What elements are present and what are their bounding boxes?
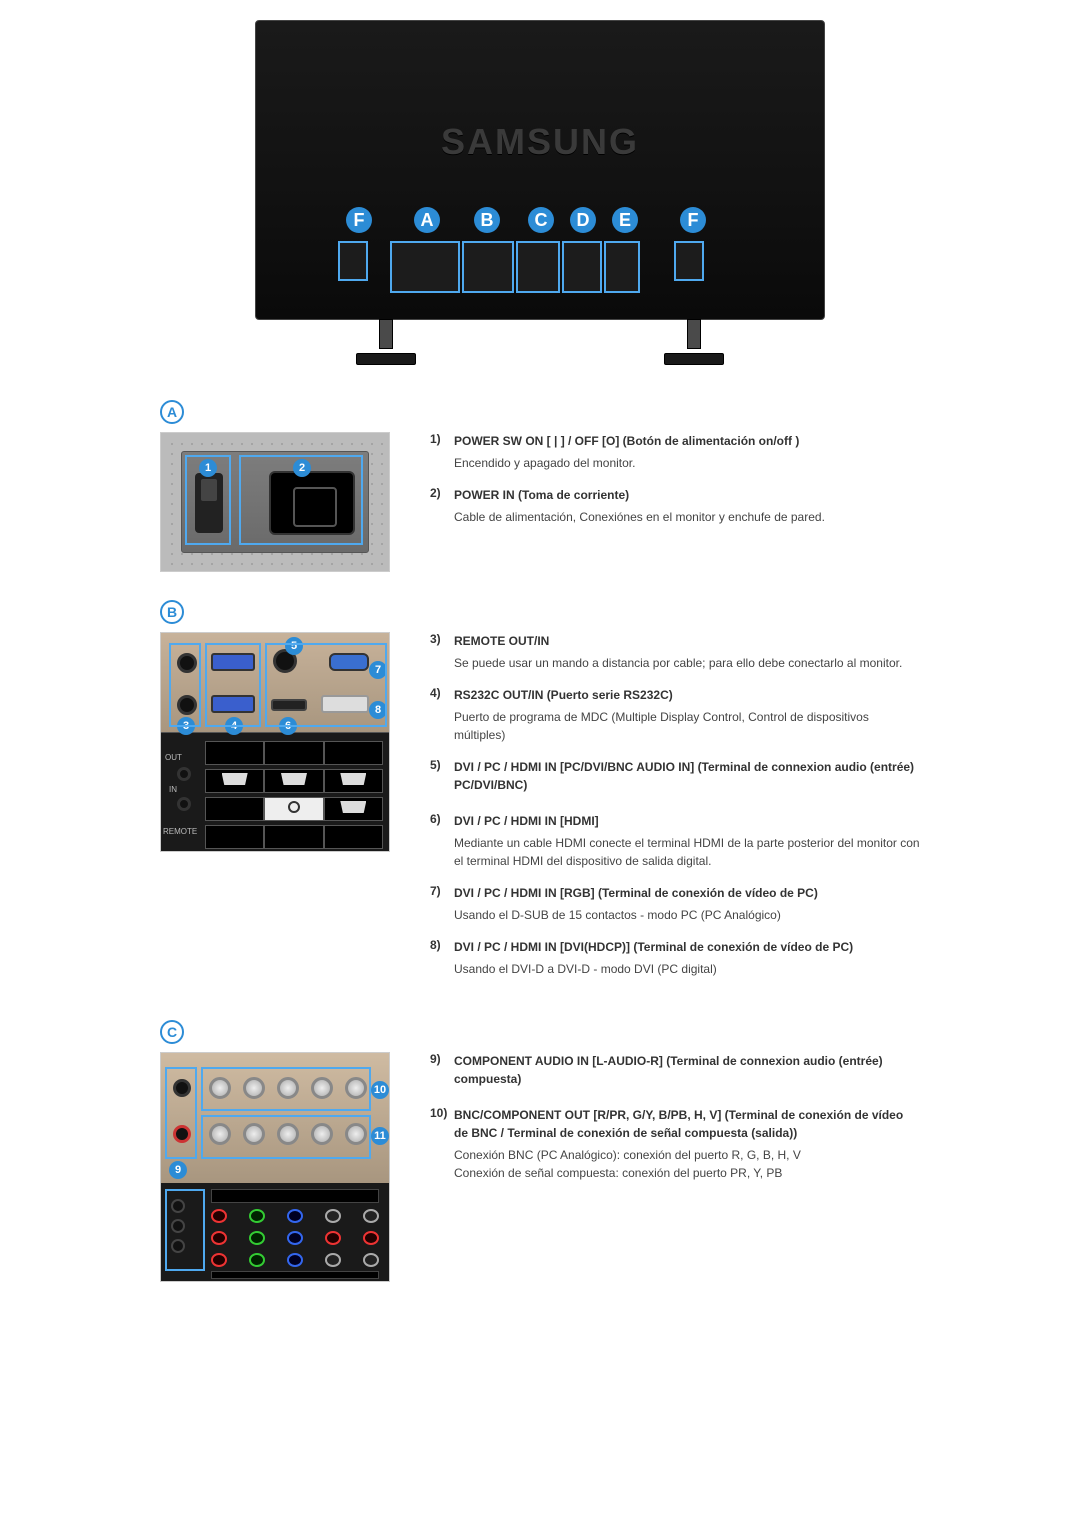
brand-logo: SAMSUNG xyxy=(441,121,639,163)
port-zone-A xyxy=(390,241,460,293)
callout-frame xyxy=(165,1067,197,1159)
list-item: 6) DVI / PC / HDMI IN [HDMI] Mediante un… xyxy=(430,812,920,870)
item-number: 2) xyxy=(430,486,454,526)
callout-frame xyxy=(201,1115,371,1159)
item-desc: Cable de alimentación, Conexiónes en el … xyxy=(454,508,920,526)
list-item: 5) DVI / PC / HDMI IN [PC/DVI/BNC AUDIO … xyxy=(430,758,920,798)
section-C: 9 10 11 xyxy=(160,1052,920,1282)
item-desc: Se puede usar un mando a distancia por c… xyxy=(454,654,920,672)
callout-number: 10 xyxy=(371,1081,389,1099)
item-desc: Puerto de programa de MDC (Multiple Disp… xyxy=(454,708,920,744)
item-desc: Encendido y apagado del monitor. xyxy=(454,454,920,472)
overview-marker: B xyxy=(474,207,500,233)
list-item: 2) POWER IN (Toma de corriente) Cable de… xyxy=(430,486,920,526)
item-desc: Usando el D-SUB de 15 contactos - modo P… xyxy=(454,906,920,924)
callout-number: 9 xyxy=(169,1161,187,1179)
port-zone-F-right xyxy=(674,241,704,281)
item-number: 7) xyxy=(430,884,454,924)
section-label-B: B xyxy=(160,600,184,624)
callout-frame xyxy=(201,1067,371,1111)
item-title: POWER IN (Toma de corriente) xyxy=(454,486,920,504)
item-number: 10) xyxy=(430,1106,454,1182)
callout-number: 1 xyxy=(199,459,217,477)
section-B: 3 4 5 6 7 8 OUT IN REMOTE xyxy=(160,632,920,992)
port-zone-C xyxy=(516,241,560,293)
item-title: RS232C OUT/IN (Puerto serie RS232C) xyxy=(454,686,920,704)
item-list-B: 3) REMOTE OUT/IN Se puede usar un mando … xyxy=(430,632,920,978)
port-zone-F-left xyxy=(338,241,368,281)
list-item: 3) REMOTE OUT/IN Se puede usar un mando … xyxy=(430,632,920,672)
page: SAMSUNG F A B C D E F A xyxy=(160,20,920,1282)
item-number: 8) xyxy=(430,938,454,978)
monitor-stand xyxy=(356,319,416,365)
item-title: DVI / PC / HDMI IN [DVI(HDCP)] (Terminal… xyxy=(454,938,920,956)
item-title: DVI / PC / HDMI IN [HDMI] xyxy=(454,812,920,830)
list-item: 9) COMPONENT AUDIO IN [L-AUDIO-R] (Termi… xyxy=(430,1052,920,1092)
port-zone-E xyxy=(604,241,640,293)
detail-image-A: 1 2 xyxy=(160,432,390,572)
item-title: BNC/COMPONENT OUT [R/PR, G/Y, B/PB, H, V… xyxy=(454,1106,920,1142)
remote-label: OUT xyxy=(165,753,182,762)
list-item: 4) RS232C OUT/IN (Puerto serie RS232C) P… xyxy=(430,686,920,744)
item-number: 3) xyxy=(430,632,454,672)
list-item: 7) DVI / PC / HDMI IN [RGB] (Terminal de… xyxy=(430,884,920,924)
item-desc: Conexión BNC (PC Analógico): conexión de… xyxy=(454,1146,920,1182)
item-desc: Usando el DVI-D a DVI-D - modo DVI (PC d… xyxy=(454,960,920,978)
item-number: 1) xyxy=(430,432,454,472)
overview-marker: F xyxy=(346,207,372,233)
monitor-stand xyxy=(664,319,724,365)
detail-image-B: 3 4 5 6 7 8 OUT IN REMOTE xyxy=(160,632,390,852)
callout-frame xyxy=(205,643,261,727)
list-item: 1) POWER SW ON [ | ] / OFF [O] (Botón de… xyxy=(430,432,920,472)
port-zone-D xyxy=(562,241,602,293)
overview-marker: A xyxy=(414,207,440,233)
item-number: 4) xyxy=(430,686,454,744)
port-zone-B xyxy=(462,241,514,293)
section-label-C: C xyxy=(160,1020,184,1044)
overview-marker: C xyxy=(528,207,554,233)
detail-image-C: 9 10 11 xyxy=(160,1052,390,1282)
overview-marker: F xyxy=(680,207,706,233)
item-title: DVI / PC / HDMI IN [RGB] (Terminal de co… xyxy=(454,884,920,902)
section-label-A: A xyxy=(160,400,184,424)
item-desc: Mediante un cable HDMI conecte el termin… xyxy=(454,834,920,870)
remote-label: REMOTE xyxy=(163,827,197,836)
callout-number: 11 xyxy=(371,1127,389,1145)
list-item: 10) BNC/COMPONENT OUT [R/PR, G/Y, B/PB, … xyxy=(430,1106,920,1182)
remote-label: IN xyxy=(169,785,177,794)
item-title: REMOTE OUT/IN xyxy=(454,632,920,650)
item-title: POWER SW ON [ | ] / OFF [O] (Botón de al… xyxy=(454,432,920,450)
overview-marker: D xyxy=(570,207,596,233)
item-list-A: 1) POWER SW ON [ | ] / OFF [O] (Botón de… xyxy=(430,432,920,526)
item-list-C: 9) COMPONENT AUDIO IN [L-AUDIO-R] (Termi… xyxy=(430,1052,920,1182)
item-title: DVI / PC / HDMI IN [PC/DVI/BNC AUDIO IN]… xyxy=(454,758,920,794)
item-number: 9) xyxy=(430,1052,454,1092)
callout-number: 2 xyxy=(293,459,311,477)
monitor-back-panel: SAMSUNG F A B C D E F xyxy=(255,20,825,320)
callout-frame xyxy=(265,643,387,727)
list-item: 8) DVI / PC / HDMI IN [DVI(HDCP)] (Termi… xyxy=(430,938,920,978)
item-title: COMPONENT AUDIO IN [L-AUDIO-R] (Terminal… xyxy=(454,1052,920,1088)
monitor-overview: SAMSUNG F A B C D E F xyxy=(255,20,825,320)
item-number: 6) xyxy=(430,812,454,870)
callout-frame xyxy=(169,643,201,727)
overview-marker: E xyxy=(612,207,638,233)
section-A: 1 2 1) POWER SW ON [ | ] / OFF [O] (Botó… xyxy=(160,432,920,572)
item-number: 5) xyxy=(430,758,454,798)
